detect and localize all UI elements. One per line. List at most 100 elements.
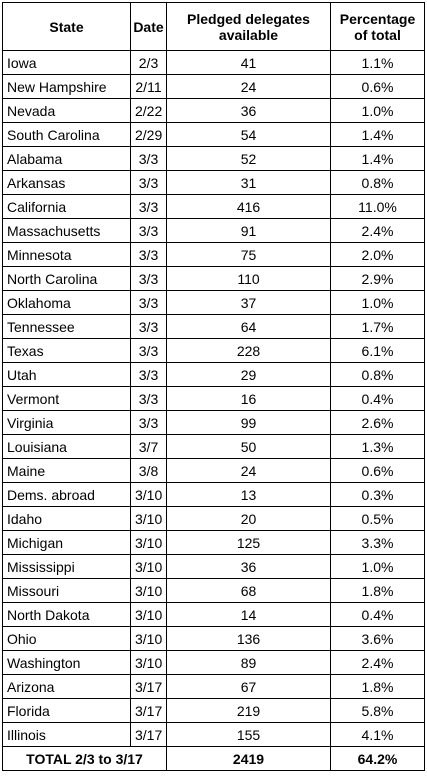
data-row: North Carolina 3/3 110 2.9% (2, 266, 425, 291)
header-cell: Pledged delegates available (166, 2, 331, 51)
cell: Washington (2, 650, 131, 675)
cell: 0.8% (330, 362, 425, 387)
cell: Arizona (2, 674, 131, 699)
header-row: State Date Pledged delegates available P… (2, 2, 425, 51)
cell: 3/10 (130, 554, 167, 579)
cell: 3/17 (130, 674, 167, 699)
cell: 110 (166, 266, 331, 291)
cell: North Carolina (2, 266, 131, 291)
data-row: Louisiana 3/7 50 1.3% (2, 434, 425, 459)
cell: Idaho (2, 506, 131, 531)
cell: 3/10 (130, 650, 167, 675)
cell: 1.4% (330, 146, 425, 171)
data-row: Minnesota 3/3 75 2.0% (2, 242, 425, 267)
cell: 1.0% (330, 98, 425, 123)
cell: Illinois (2, 722, 131, 747)
cell: 3/17 (130, 698, 167, 723)
cell: Michigan (2, 530, 131, 555)
data-row: Missouri 3/10 68 1.8% (2, 578, 425, 603)
cell: Arkansas (2, 170, 131, 195)
data-row: Michigan 3/10 125 3.3% (2, 530, 425, 555)
cell: 0.5% (330, 506, 425, 531)
data-row: Vermont 3/3 16 0.4% (2, 386, 425, 411)
cell: Iowa (2, 50, 131, 75)
data-row: Alabama 3/3 52 1.4% (2, 146, 425, 171)
cell: Tennessee (2, 314, 131, 339)
data-row: Arizona 3/17 67 1.8% (2, 674, 425, 699)
data-row: Massachusetts 3/3 91 2.4% (2, 218, 425, 243)
data-row: Nevada 2/22 36 1.0% (2, 98, 425, 123)
cell: 1.0% (330, 290, 425, 315)
cell: 1.3% (330, 434, 425, 459)
data-row: Arkansas 3/3 31 0.8% (2, 170, 425, 195)
cell: 3/3 (130, 194, 167, 219)
data-row: Virginia 3/3 99 2.6% (2, 410, 425, 435)
cell: 3/17 (130, 722, 167, 747)
data-row: Utah 3/3 29 0.8% (2, 362, 425, 387)
cell: 31 (166, 170, 331, 195)
cell: 3/10 (130, 482, 167, 507)
cell: 16 (166, 386, 331, 411)
cell: 0.6% (330, 458, 425, 483)
cell: 37 (166, 290, 331, 315)
total-cell: TOTAL 2/3 to 3/17 (2, 746, 167, 771)
cell: 91 (166, 218, 331, 243)
cell: Virginia (2, 410, 131, 435)
data-row: Idaho 3/10 20 0.5% (2, 506, 425, 531)
cell: 54 (166, 122, 331, 147)
cell: 1.8% (330, 578, 425, 603)
cell: 3/3 (130, 338, 167, 363)
data-row: Mississippi 3/10 36 1.0% (2, 554, 425, 579)
cell: Alabama (2, 146, 131, 171)
total-cell: 64.2% (330, 746, 425, 771)
cell: 2.6% (330, 410, 425, 435)
cell: 3/10 (130, 530, 167, 555)
cell: Utah (2, 362, 131, 387)
header-cell: State (2, 2, 131, 51)
cell: 3/3 (130, 146, 167, 171)
cell: Ohio (2, 626, 131, 651)
cell: 2/22 (130, 98, 167, 123)
cell: 6.1% (330, 338, 425, 363)
cell: 4.1% (330, 722, 425, 747)
cell: 416 (166, 194, 331, 219)
cell: 2.9% (330, 266, 425, 291)
cell: 5.8% (330, 698, 425, 723)
data-row: Illinois 3/17 155 4.1% (2, 722, 425, 747)
cell: 3/10 (130, 578, 167, 603)
data-row: Washington 3/10 89 2.4% (2, 650, 425, 675)
cell: 3.6% (330, 626, 425, 651)
cell: Florida (2, 698, 131, 723)
cell: 24 (166, 74, 331, 99)
cell: New Hampshire (2, 74, 131, 99)
data-row: New Hampshire 2/11 24 0.6% (2, 74, 425, 99)
cell: 0.8% (330, 170, 425, 195)
cell: 3/3 (130, 410, 167, 435)
table-body: Iowa 2/3 41 1.1% New Hampshire 2/11 24 0.6% Neva… (2, 50, 425, 771)
cell: Minnesota (2, 242, 131, 267)
cell: 1.4% (330, 122, 425, 147)
cell: 125 (166, 530, 331, 555)
data-row: California 3/3 416 11.0% (2, 194, 425, 219)
cell: 1.0% (330, 554, 425, 579)
data-row: Ohio 3/10 136 3.6% (2, 626, 425, 651)
cell: 14 (166, 602, 331, 627)
cell: 2.0% (330, 242, 425, 267)
cell: 36 (166, 554, 331, 579)
cell: 3/3 (130, 218, 167, 243)
cell: 136 (166, 626, 331, 651)
header-cell: Percentage of total (330, 2, 425, 51)
cell: 3/3 (130, 170, 167, 195)
data-row: Dems. abroad 3/10 13 0.3% (2, 482, 425, 507)
cell: Texas (2, 338, 131, 363)
cell: 68 (166, 578, 331, 603)
cell: 3/3 (130, 386, 167, 411)
cell: 3/3 (130, 362, 167, 387)
cell: 219 (166, 698, 331, 723)
cell: 52 (166, 146, 331, 171)
cell: 64 (166, 314, 331, 339)
cell: Mississippi (2, 554, 131, 579)
cell: 2/3 (130, 50, 167, 75)
